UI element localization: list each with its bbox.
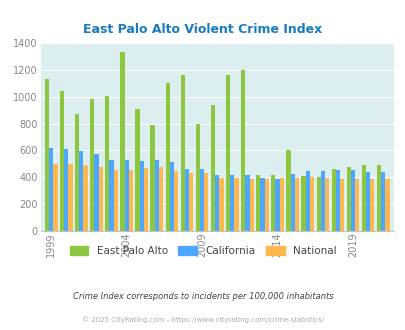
Bar (195, 123, 200, 231)
Bar (120, 52, 124, 231)
Bar (290, 174, 294, 231)
Bar (68, 164, 72, 231)
Bar (384, 179, 389, 231)
Bar (215, 175, 219, 231)
Bar (60, 91, 64, 231)
Bar (124, 160, 128, 231)
Bar (279, 178, 283, 231)
Bar (90, 99, 94, 231)
Bar (49, 148, 53, 231)
Bar (128, 170, 133, 231)
Bar (174, 171, 178, 231)
Bar (361, 165, 365, 231)
Bar (165, 83, 169, 231)
Bar (264, 179, 268, 231)
Bar (294, 178, 298, 231)
Bar (316, 177, 320, 231)
Bar (154, 160, 158, 231)
Bar (346, 167, 350, 231)
Bar (204, 173, 208, 231)
Bar (249, 179, 253, 231)
Bar (158, 167, 163, 231)
Bar (320, 171, 324, 231)
Bar (369, 179, 373, 231)
Bar (365, 172, 369, 231)
Text: East Palo Alto Violent Crime Index: East Palo Alto Violent Crime Index (83, 23, 322, 36)
Bar (350, 170, 354, 231)
Bar (98, 167, 102, 231)
Bar (169, 162, 174, 231)
Bar (260, 178, 264, 231)
Bar (226, 75, 230, 231)
Bar (53, 164, 58, 231)
Bar (64, 149, 68, 231)
Bar (79, 151, 83, 231)
Bar (234, 178, 238, 231)
Legend: East Palo Alto, California, National: East Palo Alto, California, National (65, 242, 340, 260)
Bar (339, 179, 343, 231)
Bar (75, 114, 79, 231)
Bar (180, 75, 184, 231)
Bar (309, 177, 313, 231)
Text: © 2025 CityRating.com - https://www.cityrating.com/crime-statistics/: © 2025 CityRating.com - https://www.city… (82, 316, 323, 323)
Text: Crime Index corresponds to incidents per 100,000 inhabitants: Crime Index corresponds to incidents per… (72, 292, 333, 301)
Bar (301, 176, 305, 231)
Bar (241, 70, 245, 231)
Bar (189, 173, 193, 231)
Bar (256, 175, 260, 231)
Bar (230, 175, 234, 231)
Bar (245, 175, 249, 231)
Bar (376, 165, 380, 231)
Bar (105, 96, 109, 231)
Bar (331, 169, 335, 231)
Bar (113, 170, 117, 231)
Bar (184, 169, 189, 231)
Bar (275, 179, 279, 231)
Bar (135, 110, 139, 231)
Bar (200, 169, 204, 231)
Bar (354, 179, 358, 231)
Bar (335, 170, 339, 231)
Bar (139, 161, 143, 231)
Bar (305, 171, 309, 231)
Bar (94, 154, 98, 231)
Bar (210, 105, 215, 231)
Bar (324, 178, 328, 231)
Bar (109, 160, 113, 231)
Bar (143, 168, 148, 231)
Bar (286, 150, 290, 231)
Bar (380, 172, 384, 231)
Bar (271, 175, 275, 231)
Bar (45, 79, 49, 231)
Bar (150, 125, 154, 231)
Bar (83, 165, 87, 231)
Bar (219, 178, 223, 231)
